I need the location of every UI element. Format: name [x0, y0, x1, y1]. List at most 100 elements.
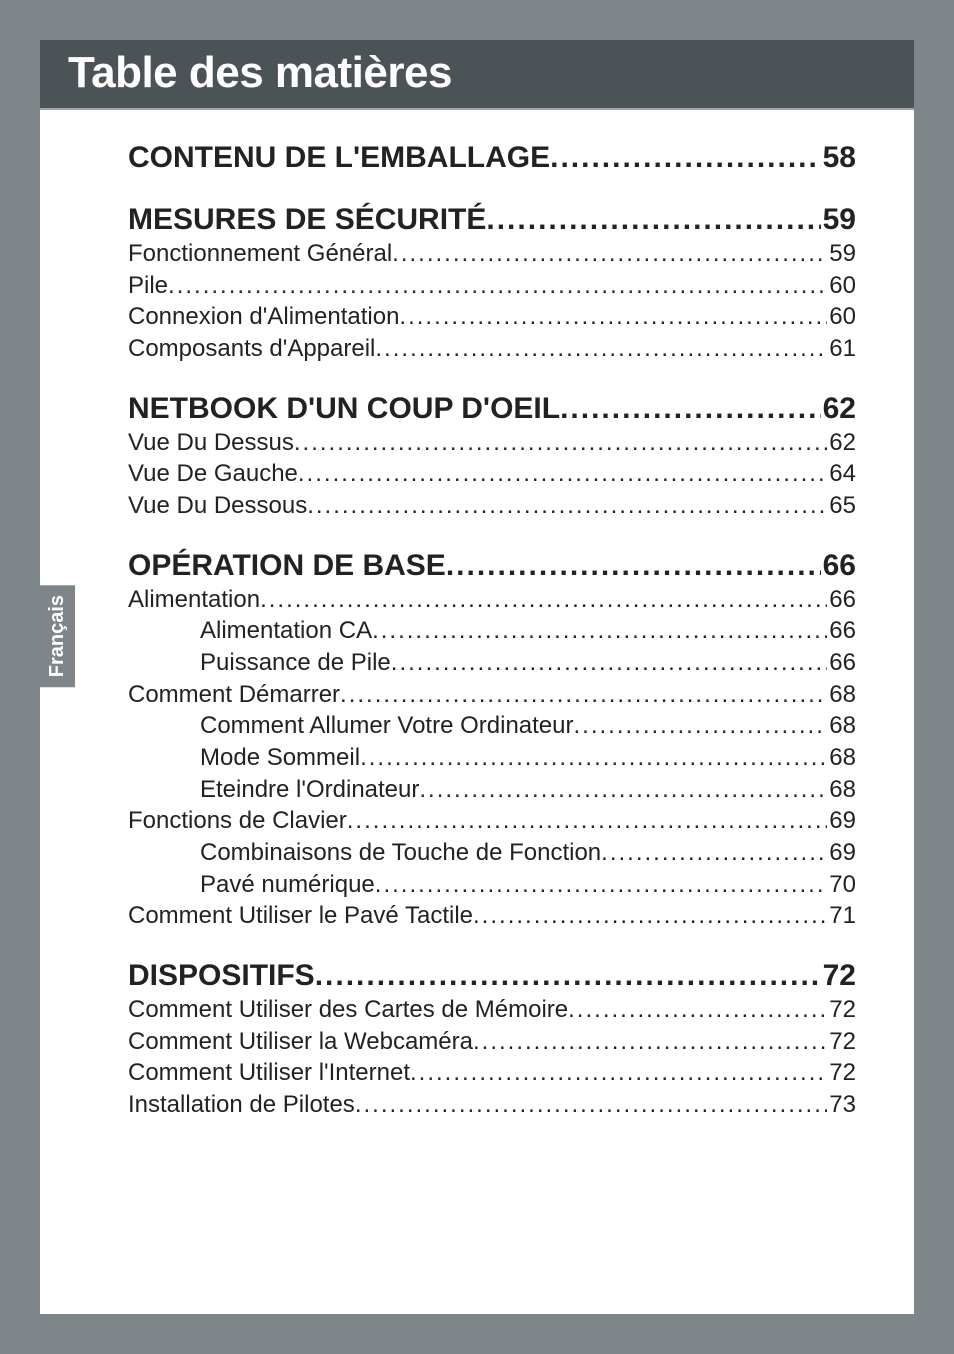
toc-item-label: Alimentation CA [200, 615, 372, 647]
toc-subitem: Pavé numérique .........................… [128, 869, 856, 901]
toc-leader: ........................................… [294, 427, 827, 459]
toc-item-page: 66 [827, 647, 856, 679]
toc-item: Vue Du Dessous .........................… [128, 490, 856, 522]
toc-heading-label: NETBOOK D'UN COUP D'OEIL [128, 391, 560, 427]
toc-item-page: 59 [827, 238, 856, 270]
toc-item-label: Fonctions de Clavier [128, 805, 347, 837]
toc-heading-page: 72 [821, 958, 856, 994]
toc-item-label: Comment Utiliser la Webcaméra [128, 1026, 473, 1058]
toc-leader: ........................................… [168, 270, 827, 302]
toc-section: DISPOSITIFS ............................… [128, 958, 856, 1121]
toc-leader: ........................................… [568, 994, 827, 1026]
toc-item: Comment Utiliser des Cartes de Mémoire .… [128, 994, 856, 1026]
toc-subitem: Puissance de Pile ......................… [128, 647, 856, 679]
toc-item: Fonctionnement Général .................… [128, 238, 856, 270]
toc-item-label: Comment Démarrer [128, 679, 340, 711]
toc-heading-label: OPÉRATION DE BASE [128, 548, 446, 584]
toc-item-label: Connexion d'Alimentation [128, 301, 399, 333]
toc-heading-label: MESURES DE SÉCURITÉ [128, 202, 486, 238]
toc-item: Vue Du Dessus ..........................… [128, 427, 856, 459]
toc-item-label: Vue De Gauche [128, 458, 298, 490]
toc-item-page: 66 [827, 615, 856, 647]
toc-item-page: 68 [827, 679, 856, 711]
toc-item: Installation de Pilotes ................… [128, 1089, 856, 1121]
toc-leader: ........................................… [473, 900, 827, 932]
toc-subitem: Comment Allumer Votre Ordinateur .......… [128, 710, 856, 742]
toc-item-page: 72 [827, 994, 856, 1026]
toc-leader: ........................................… [410, 1057, 827, 1089]
toc-leader: ........................................… [550, 140, 821, 176]
toc-item-label: Combinaisons de Touche de Fonction [200, 837, 601, 869]
toc-leader: ........................................… [392, 238, 827, 270]
toc-leader: ........................................… [574, 710, 828, 742]
toc-item-label: Puissance de Pile [200, 647, 391, 679]
toc-leader: ........................................… [340, 679, 827, 711]
toc-item-label: Alimentation [128, 584, 260, 616]
toc-leader: ........................................… [399, 301, 827, 333]
toc-item-page: 68 [827, 742, 856, 774]
toc-section: MESURES DE SÉCURITÉ ....................… [128, 202, 856, 365]
toc-item-page: 65 [827, 490, 856, 522]
toc-section: NETBOOK D'UN COUP D'OEIL ...............… [128, 391, 856, 522]
toc-item-label: Comment Utiliser l'Internet [128, 1057, 410, 1089]
toc-item-label: Pavé numérique [200, 869, 375, 901]
toc-heading-page: 66 [821, 548, 856, 584]
toc-item-label: Eteindre l'Ordinateur [200, 774, 419, 806]
toc-leader: ........................................… [486, 202, 820, 238]
toc-heading: NETBOOK D'UN COUP D'OEIL ...............… [128, 391, 856, 427]
toc-item-page: 68 [827, 710, 856, 742]
toc-item-label: Comment Utiliser des Cartes de Mémoire [128, 994, 568, 1026]
toc-heading: MESURES DE SÉCURITÉ ....................… [128, 202, 856, 238]
toc-item-page: 66 [827, 584, 856, 616]
toc-item-label: Vue Du Dessus [128, 427, 294, 459]
toc-item: Comment Utiliser l'Internet ............… [128, 1057, 856, 1089]
toc-content: CONTENU DE L'EMBALLAGE .................… [40, 110, 914, 1177]
toc-heading-page: 62 [821, 391, 856, 427]
toc-item-page: 71 [827, 900, 856, 932]
toc-item-label: Fonctionnement Général [128, 238, 392, 270]
toc-item-page: 68 [827, 774, 856, 806]
toc-item-label: Pile [128, 270, 168, 302]
toc-subitem: Eteindre l'Ordinateur ..................… [128, 774, 856, 806]
toc-leader: ........................................… [446, 548, 821, 584]
toc-item-page: 60 [827, 301, 856, 333]
toc-leader: ........................................… [355, 1089, 827, 1121]
toc-leader: ........................................… [419, 774, 827, 806]
toc-item-page: 69 [827, 805, 856, 837]
toc-leader: ........................................… [260, 584, 827, 616]
toc-leader: ........................................… [391, 647, 828, 679]
toc-subitem: Alimentation CA ........................… [128, 615, 856, 647]
toc-heading: DISPOSITIFS ............................… [128, 958, 856, 994]
toc-item: Alimentation ...........................… [128, 584, 856, 616]
toc-section: CONTENU DE L'EMBALLAGE .................… [128, 140, 856, 176]
toc-item-label: Vue Du Dessous [128, 490, 307, 522]
toc-item-page: 60 [827, 270, 856, 302]
toc-heading-label: DISPOSITIFS [128, 958, 315, 994]
toc-item: Composants d'Appareil ..................… [128, 333, 856, 365]
toc-leader: ........................................… [601, 837, 827, 869]
toc-heading-page: 59 [821, 202, 856, 238]
toc-leader: ........................................… [560, 391, 821, 427]
toc-leader: ........................................… [375, 869, 828, 901]
toc-item-page: 64 [827, 458, 856, 490]
toc-subitem: Combinaisons de Touche de Fonction .....… [128, 837, 856, 869]
toc-item: Comment Démarrer .......................… [128, 679, 856, 711]
toc-item-page: 72 [827, 1057, 856, 1089]
toc-item-label: Comment Allumer Votre Ordinateur [200, 710, 574, 742]
toc-item-label: Installation de Pilotes [128, 1089, 355, 1121]
toc-item: Comment Utiliser la Webcaméra ..........… [128, 1026, 856, 1058]
page-title: Table des matières [68, 48, 886, 98]
toc-item-label: Composants d'Appareil [128, 333, 375, 365]
toc-item-label: Mode Sommeil [200, 742, 360, 774]
toc-item: Connexion d'Alimentation ...............… [128, 301, 856, 333]
toc-heading: CONTENU DE L'EMBALLAGE .................… [128, 140, 856, 176]
toc-heading-label: CONTENU DE L'EMBALLAGE [128, 140, 550, 176]
toc-leader: ........................................… [315, 958, 821, 994]
toc-item-page: 70 [827, 869, 856, 901]
toc-leader: ........................................… [473, 1026, 827, 1058]
language-side-tab: Français [40, 585, 75, 687]
toc-heading-page: 58 [821, 140, 856, 176]
toc-leader: ........................................… [307, 490, 827, 522]
toc-leader: ........................................… [375, 333, 827, 365]
toc-leader: ........................................… [360, 742, 827, 774]
